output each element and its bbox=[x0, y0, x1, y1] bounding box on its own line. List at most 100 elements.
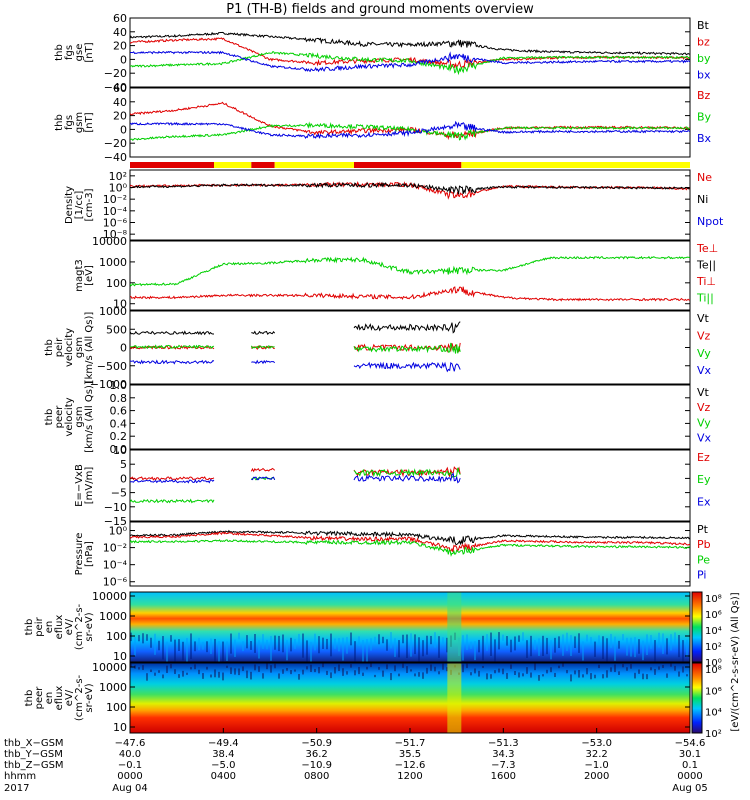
y-axis-label: eflux bbox=[54, 615, 65, 640]
x-row-label: thb_Y−GSM bbox=[4, 749, 63, 760]
legend-Vz: Vz bbox=[697, 401, 711, 414]
y-tick-label: 40 bbox=[113, 96, 127, 109]
legend-Vz: Vz bbox=[697, 329, 711, 342]
y-axis-label: eflux bbox=[54, 686, 65, 711]
x-tick-label: 40.0 bbox=[119, 749, 141, 760]
series-Pb bbox=[130, 531, 690, 553]
series-Vy bbox=[130, 344, 215, 350]
y-axis-label: thb bbox=[44, 339, 55, 356]
y-tick-label: 5 bbox=[120, 458, 127, 471]
y-tick-label: 0.4 bbox=[110, 417, 128, 430]
y-tick-label: −500 bbox=[97, 360, 127, 373]
mode-segment bbox=[214, 162, 252, 168]
y-tick-label: −10 bbox=[104, 501, 127, 514]
series-bx bbox=[130, 50, 690, 73]
legend-Npot: Npot bbox=[697, 215, 724, 228]
x-tick-label: −1.0 bbox=[585, 760, 609, 771]
x-tick-label: 38.4 bbox=[212, 749, 234, 760]
panel-frame bbox=[129, 169, 691, 241]
x-tick-label: Aug 04 bbox=[112, 783, 147, 794]
legend-Ne: Ne bbox=[697, 171, 712, 184]
y-axis-label: thb bbox=[54, 44, 65, 61]
y-tick-label: 10⁻⁴ bbox=[103, 205, 128, 218]
y-axis-label: [nPa] bbox=[84, 541, 95, 567]
y-axis-label: [mV/m] bbox=[84, 467, 95, 505]
series-Vx bbox=[130, 359, 215, 365]
mode-segment bbox=[251, 162, 275, 168]
y-axis-label: eV/ bbox=[64, 618, 75, 635]
panel-peer_velocity: 1.00.80.60.40.20.0 thb peer velocity gsm [km/… bbox=[44, 379, 712, 456]
panel-frame bbox=[129, 449, 691, 522]
y-axis-label: thb bbox=[44, 409, 55, 426]
y-tick-label: −20 bbox=[104, 137, 127, 150]
colorbar-tick: 10⁰ bbox=[705, 658, 722, 669]
legend-Ti⊥: Ti⊥ bbox=[696, 275, 716, 288]
x-row-label: hhmm bbox=[4, 771, 36, 782]
y-axis-label: velocity bbox=[64, 397, 75, 436]
y-axis-label: peer bbox=[54, 405, 65, 429]
y-tick-label: 0 bbox=[120, 342, 127, 355]
series-Vx bbox=[353, 361, 461, 373]
x-tick-label: 0400 bbox=[211, 771, 236, 782]
x-tick-label: 2000 bbox=[584, 771, 609, 782]
legend-Bx: Bx bbox=[697, 132, 712, 145]
panel-frame bbox=[129, 87, 691, 158]
mode-segment bbox=[461, 162, 690, 168]
series-Ex bbox=[130, 478, 215, 484]
legend-Pe: Pe bbox=[697, 553, 710, 566]
series-Ex bbox=[353, 472, 461, 484]
y-tick-label: 10000 bbox=[92, 235, 127, 248]
legend-Pt: Pt bbox=[697, 523, 709, 536]
y-axis-label: [km/s (All Qs)] bbox=[84, 381, 95, 453]
x-tick-label: 30.1 bbox=[679, 749, 701, 760]
y-tick-label: 0.8 bbox=[110, 392, 128, 405]
x-tick-label: −0.1 bbox=[118, 760, 142, 771]
y-tick-label: 1000 bbox=[99, 256, 127, 269]
panel-peir_eflux: 10000 1000 100 10 thb peir en eflux eV/(cm^2-s-s… bbox=[24, 590, 691, 668]
legend-Vx: Vx bbox=[697, 432, 712, 445]
panel-frame bbox=[129, 384, 691, 450]
y-axis-label: gsm bbox=[74, 112, 85, 133]
series-Ti bbox=[130, 255, 690, 287]
y-tick-label: −40 bbox=[104, 81, 127, 94]
x-tick-label: −12.6 bbox=[395, 760, 426, 771]
legend-Ez: Ez bbox=[697, 451, 710, 464]
mode-segment bbox=[274, 162, 354, 168]
y-tick-label: 20 bbox=[113, 110, 127, 123]
y-tick-label: 0 bbox=[120, 123, 127, 136]
y-tick-label: 10 bbox=[113, 298, 127, 311]
legend-by: by bbox=[697, 52, 711, 65]
x-tick-label: −50.9 bbox=[301, 738, 332, 749]
x-tick-label: −51.7 bbox=[395, 738, 426, 749]
y-axis-label: Density bbox=[64, 186, 75, 224]
x-tick-label: −10.9 bbox=[301, 760, 332, 771]
colorbar-tick: 10⁴ bbox=[705, 626, 722, 637]
x-tick-label: 1600 bbox=[491, 771, 516, 782]
colorbar-tick: 10⁸ bbox=[705, 665, 722, 676]
colorbar-tick: 10⁶ bbox=[705, 610, 722, 621]
y-axis-label: [eV] bbox=[84, 265, 95, 286]
legend-Bt: Bt bbox=[697, 19, 710, 32]
y-tick-label: 10⁰ bbox=[109, 525, 128, 538]
series-Vt bbox=[251, 330, 276, 335]
y-tick-label: 10⁻⁶ bbox=[103, 576, 128, 589]
y-tick-label: −20 bbox=[104, 67, 127, 80]
legend-Ni: Ni bbox=[697, 193, 708, 206]
y-tick-label: 1000 bbox=[99, 610, 127, 623]
x-tick-label: 34.3 bbox=[492, 749, 514, 760]
legend-bz: bz bbox=[697, 35, 710, 48]
y-axis-label: gsm bbox=[74, 337, 85, 358]
series-Vx bbox=[251, 359, 276, 365]
x-tick-label: −7.3 bbox=[491, 760, 515, 771]
y-tick-label: −40 bbox=[104, 151, 127, 164]
legend-Bz: Bz bbox=[697, 89, 711, 102]
x-tick-label: −54.6 bbox=[675, 738, 706, 749]
y-tick-label: 60 bbox=[113, 82, 127, 95]
y-axis-label: thb bbox=[24, 690, 35, 707]
y-axis-label: (cm^2-s- bbox=[74, 603, 85, 650]
y-tick-label: 10 bbox=[113, 650, 127, 663]
series-Bz bbox=[130, 101, 690, 141]
